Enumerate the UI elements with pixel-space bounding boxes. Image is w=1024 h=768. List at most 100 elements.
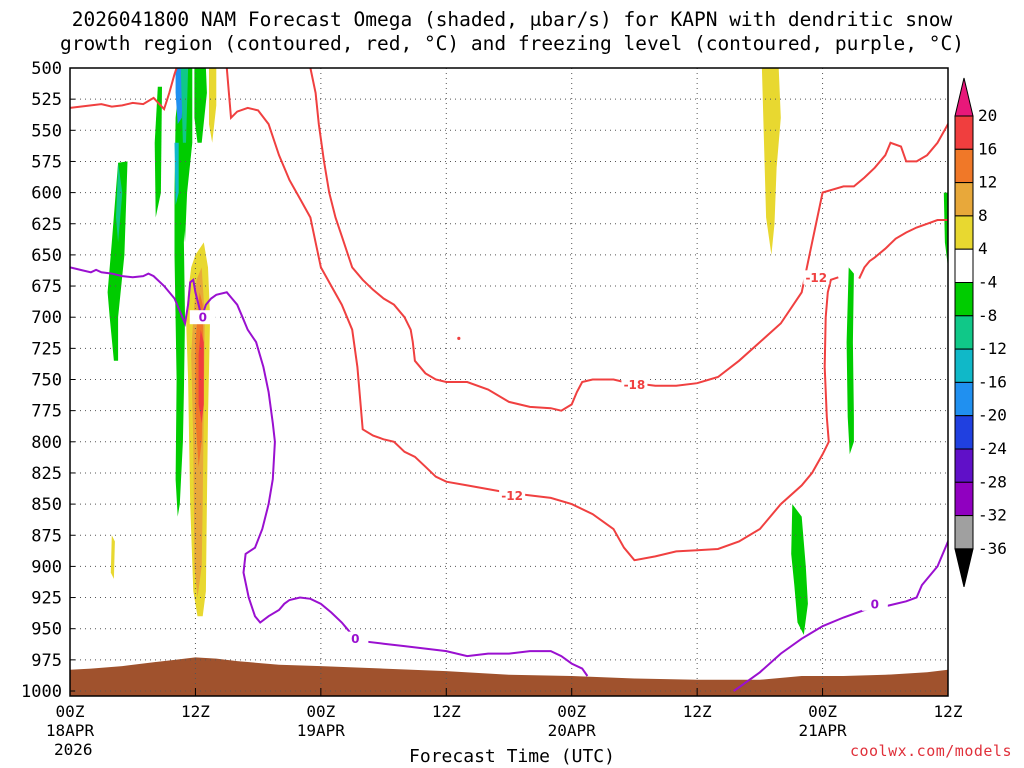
omega-region-17	[791, 504, 808, 635]
x-tick-label-72: 00Z	[808, 702, 837, 721]
y-tick-label-775: 775	[31, 402, 62, 422]
y-tick-label-850: 850	[31, 495, 62, 515]
contour-minus12-left	[70, 68, 178, 112]
colorbar-swatch-11	[954, 448, 974, 483]
omega-region-11	[209, 68, 217, 143]
contour-label-bg-2	[621, 377, 648, 392]
omega-region-5	[154, 86, 162, 218]
colorbar-label-12: -28	[978, 472, 1007, 491]
y-axis: 500 525 550 575 600 625 650 675 700 725 750 775 800 8…	[21, 59, 75, 702]
x-tick-date-72: 21APR	[798, 721, 847, 740]
colorbar-swatch-12	[954, 481, 974, 517]
colorbar-label-5: 4	[978, 239, 988, 258]
colorbar-swatch-9	[954, 381, 974, 417]
colorbar-label-10: -20	[978, 406, 1007, 425]
credit-text: coolwx.com/models	[849, 742, 1012, 760]
colorbar-swatch-2	[954, 148, 974, 184]
y-tick-label-925: 925	[31, 589, 62, 609]
y-tick-label-875: 875	[31, 526, 62, 546]
contour-labels: -12 -18 -12 0 0 0	[189, 270, 888, 646]
chart-title-line-2: growth region (contoured, red, °C) and f…	[60, 32, 964, 55]
y-tick-label-500: 500	[31, 59, 62, 79]
colorbar-label-4: 8	[978, 206, 988, 225]
x-tick-year-0: 2026	[54, 740, 93, 759]
y-tick-label-700: 700	[31, 308, 62, 328]
colorbar-swatch-8	[954, 348, 974, 383]
colorbar-label-8: -12	[978, 339, 1007, 358]
colorbar-label-13: -32	[978, 506, 1007, 525]
plot-frame	[69, 67, 949, 697]
y-tick-label-800: 800	[31, 433, 62, 453]
omega-region-4	[194, 68, 207, 143]
colorbar-label-1: 20	[978, 106, 997, 125]
x-tick-label-0: 00Z	[56, 702, 85, 721]
freezing-level-right	[733, 538, 948, 692]
colorbar-swatch-5	[954, 248, 974, 283]
colorbar-swatch-1	[954, 115, 974, 150]
x-tick-label-60: 12Z	[683, 702, 712, 721]
contour-minus12-right	[858, 219, 948, 280]
omega-region-16	[761, 68, 781, 255]
colorbar-swatch-13	[954, 515, 974, 550]
x-tick-label-48: 00Z	[557, 702, 586, 721]
contour-label-5: 0	[351, 632, 359, 646]
colorbar: 20 16 12 8 4 -4 -8 -12 -16 -20 -24 -28 -32 -36	[954, 77, 1007, 588]
omega-region-7	[174, 142, 179, 206]
contour-label-3: -12	[805, 271, 827, 285]
chart-title-line-1: 2026041800 NAM Forecast Omega (shaded, μ…	[71, 8, 953, 31]
colorbar-swatch-7	[954, 315, 974, 350]
contour-lines	[70, 68, 948, 692]
contour-dot	[457, 336, 461, 340]
colorbar-label-2: 16	[978, 139, 997, 158]
colorbar-swatch-3	[954, 182, 974, 217]
y-tick-label-550: 550	[31, 121, 62, 141]
colorbar-label-11: -24	[978, 439, 1007, 458]
contour-label-1: -12	[501, 489, 523, 503]
y-tick-label-600: 600	[31, 184, 62, 204]
omega-region-19	[943, 192, 948, 268]
contour-label-2: -18	[624, 378, 646, 392]
x-tick-label-84: 12Z	[934, 702, 963, 721]
contour-minus18	[309, 68, 948, 412]
colorbar-swatch-4	[954, 215, 974, 250]
terrain-fill	[70, 657, 948, 696]
terrain-surface	[70, 657, 948, 696]
omega-region-1	[107, 161, 128, 361]
y-tick-label-1000: 1000	[21, 682, 62, 702]
omega-region-9	[180, 68, 189, 143]
x-tick-label-12: 12Z	[181, 702, 210, 721]
contour-label-bg-3	[803, 270, 830, 285]
y-tick-label-825: 825	[31, 464, 62, 484]
y-tick-label-575: 575	[31, 152, 62, 172]
y-tick-label-900: 900	[31, 557, 62, 577]
omega-shading	[107, 68, 948, 635]
colorbar-label-14: -36	[978, 539, 1007, 558]
omega-region-12	[110, 535, 115, 579]
colorbar-swatch-6	[954, 282, 974, 317]
omega-region-18	[846, 267, 854, 455]
colorbar-swatch-10	[954, 415, 974, 450]
contour-label-6: 0	[871, 597, 879, 611]
contour-label-4: 0	[199, 311, 207, 325]
x-tick-date-24: 19APR	[297, 721, 346, 740]
colorbar-label-7: -8	[978, 306, 997, 325]
y-tick-label-625: 625	[31, 215, 62, 235]
x-tick-label-36: 12Z	[432, 702, 461, 721]
colorbar-bottom-arrow	[954, 548, 974, 588]
x-tick-date-48: 20APR	[548, 721, 597, 740]
colorbar-label-3: 12	[978, 173, 997, 192]
x-tick-label-24: 00Z	[306, 702, 335, 721]
omega-region-6	[116, 162, 123, 243]
contour-minus12-main	[225, 68, 839, 562]
colorbar-label-6: -4	[978, 273, 997, 292]
contour-label-bg-5	[342, 631, 369, 646]
omega-region-15	[198, 329, 204, 424]
y-tick-label-675: 675	[31, 277, 62, 297]
colorbar-top-arrow	[954, 77, 974, 117]
y-tick-label-725: 725	[31, 339, 62, 359]
freezing-level-left	[70, 266, 589, 677]
x-axis-title: Forecast Time (UTC)	[409, 746, 615, 767]
contour-label-bg-1	[499, 488, 526, 503]
